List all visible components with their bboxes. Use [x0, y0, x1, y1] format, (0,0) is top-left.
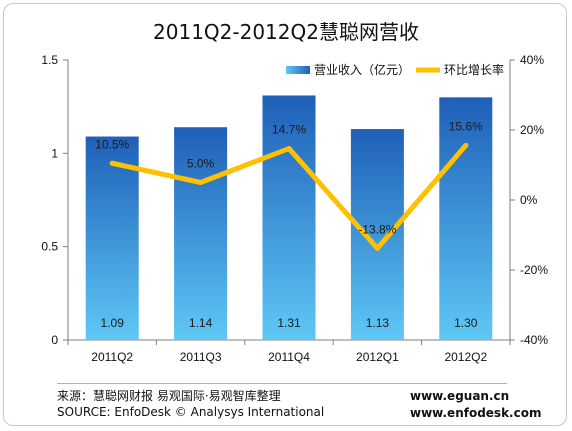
y-left-tick-label: 0 [51, 333, 58, 347]
growth-rate-point [286, 146, 292, 152]
x-tick-label: 2011Q2 [91, 350, 133, 364]
bar [439, 97, 493, 340]
growth-rate-point [463, 142, 469, 148]
y-right-tick-label: 0% [520, 193, 538, 207]
y-left-tick-label: 0.5 [41, 240, 58, 254]
y-left-tick-label: 1 [51, 146, 58, 160]
y-left-tick-label: 1.5 [41, 53, 58, 67]
bar-data-label: 1.14 [189, 316, 213, 330]
bar-data-label: 1.31 [277, 316, 301, 330]
line-data-label: -13.8% [358, 222, 396, 236]
bar-data-label: 1.30 [454, 316, 478, 330]
legend-line-label: 环比增长率 [444, 62, 504, 77]
bar-data-label: 1.09 [101, 316, 125, 330]
x-tick-label: 2012Q2 [444, 350, 487, 364]
bar-data-label: 1.13 [366, 316, 390, 330]
line-data-label: 14.7% [272, 123, 306, 137]
y-right-tick-label: 40% [520, 53, 544, 67]
bar [350, 129, 404, 340]
legend-bar-swatch [286, 66, 310, 74]
chart-title: 2011Q2-2012Q2慧聪网营收 [153, 20, 419, 44]
y-right-tick-label: -20% [520, 263, 548, 277]
growth-rate-point [374, 245, 380, 251]
y-right-tick-label: -40% [520, 333, 548, 347]
line-data-label: 15.6% [449, 119, 483, 133]
legend-bar-label: 营业收入（亿元） [314, 62, 410, 77]
y-right-tick-label: 20% [520, 123, 544, 137]
x-tick-label: 2012Q1 [356, 350, 399, 364]
line-data-label: 5.0% [187, 157, 215, 171]
bar [262, 95, 316, 340]
x-tick-label: 2011Q3 [180, 350, 222, 364]
line-data-label: 10.5% [95, 137, 129, 151]
growth-rate-point [109, 160, 115, 166]
x-tick-label: 2011Q4 [268, 350, 310, 364]
bar [85, 136, 139, 340]
growth-rate-point [198, 180, 204, 185]
bar [174, 127, 228, 340]
